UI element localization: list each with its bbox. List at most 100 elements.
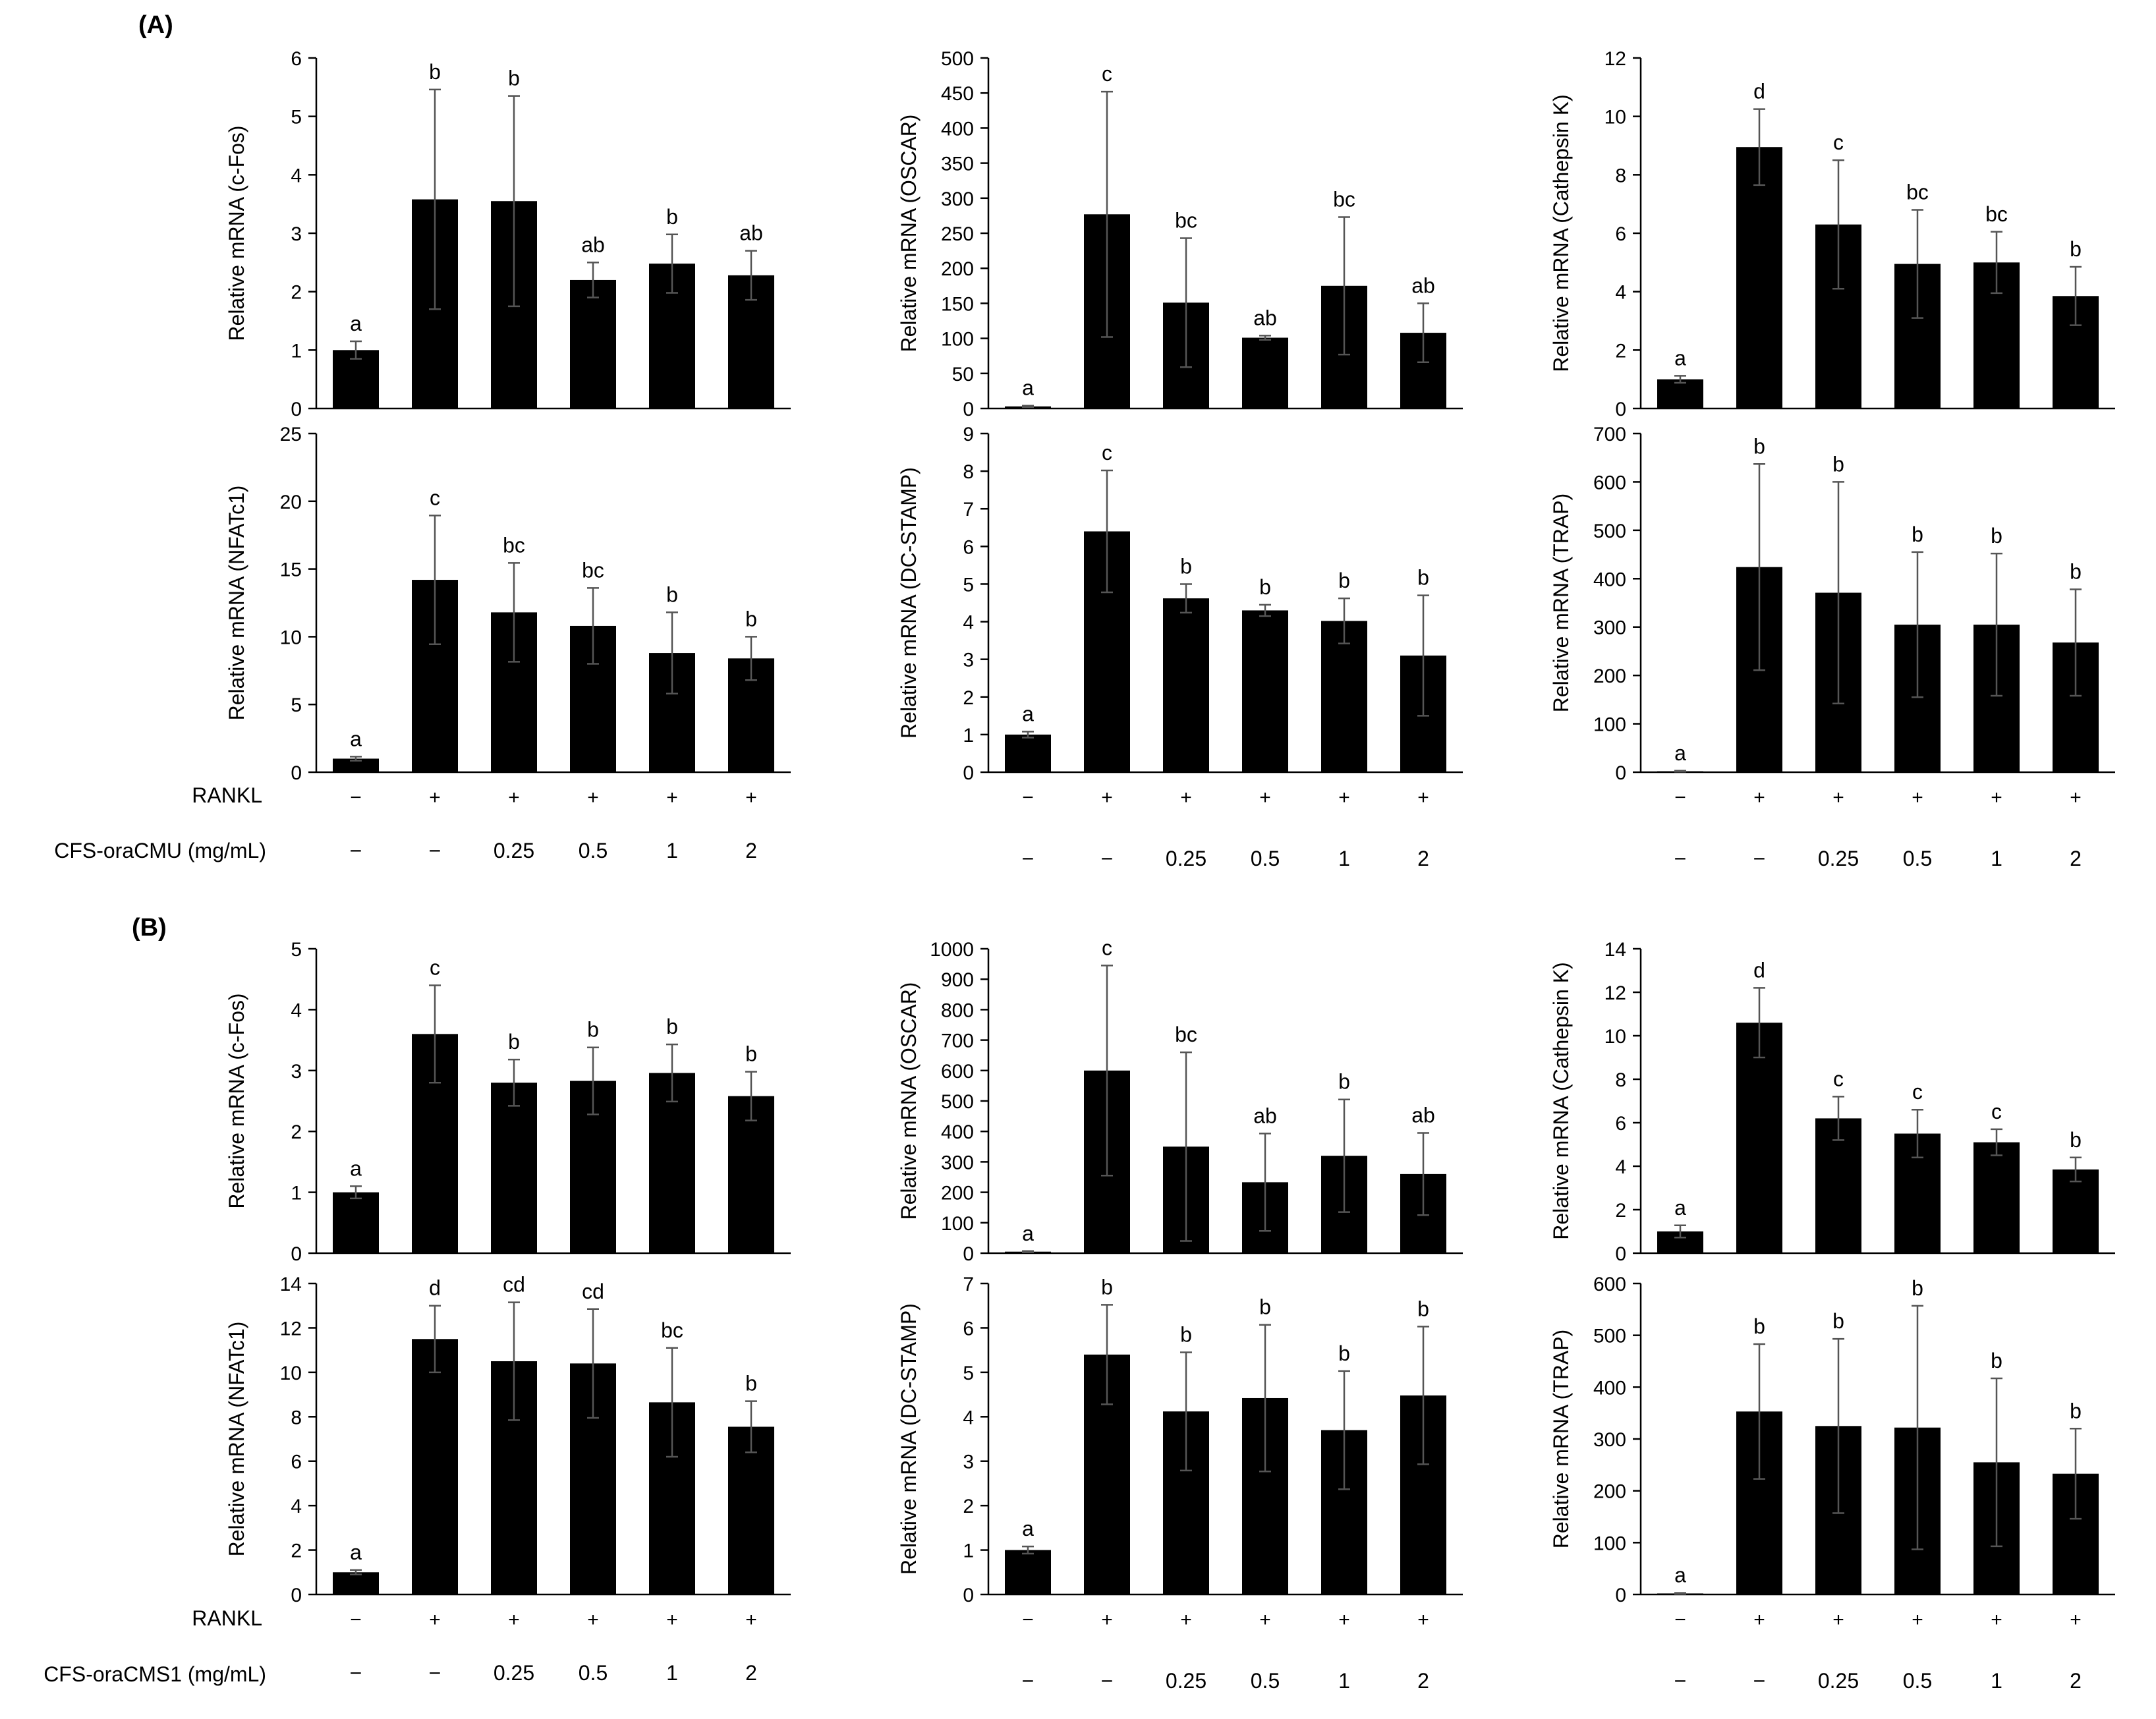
chart-a-2: 0 2 4 6 8 10 12 Relative mRNA (Cathepsin K) a d c b… <box>1549 48 2115 420</box>
significance-letter: c <box>1102 441 1112 465</box>
rankl-sign: + <box>2070 787 2082 808</box>
dose-label: − <box>1022 847 1035 870</box>
chart-b-9: 0 2 4 6 8 10 12 14 Relative mRNA (NFATc1) a d cd cd b… <box>225 1273 791 1606</box>
y-tick-label: 9 <box>963 424 974 445</box>
significance-letter: c <box>1102 62 1112 86</box>
dose-label: 2 <box>2070 1669 2082 1693</box>
dose-label: 2 <box>745 1661 757 1685</box>
y-tick-label: 0 <box>291 762 302 784</box>
rankl-sign: + <box>1180 787 1192 808</box>
significance-letter: b <box>2070 237 2082 261</box>
rankl-sign: − <box>1674 787 1686 808</box>
significance-letter: b <box>1417 566 1429 590</box>
rankl-sign: − <box>1022 1609 1034 1631</box>
significance-letter: a <box>1022 1222 1034 1245</box>
y-tick-label: 700 <box>1593 424 1626 445</box>
y-tick-label: 8 <box>1615 1069 1626 1091</box>
significance-letter: b <box>2070 559 2082 583</box>
y-tick-label: 6 <box>1615 223 1626 245</box>
y-tick-label: 400 <box>1593 1377 1626 1399</box>
significance-letter: b <box>1753 1314 1765 1338</box>
y-tick-label: 4 <box>291 165 302 186</box>
bar <box>1321 621 1367 772</box>
bar <box>1736 147 1782 409</box>
y-axis-title: Relative mRNA (TRAP) <box>1549 1330 1573 1549</box>
significance-letter: b <box>745 1372 757 1395</box>
bar <box>1005 734 1051 772</box>
y-axis-title: Relative mRNA (NFATc1) <box>225 1322 248 1557</box>
bar <box>1163 598 1209 772</box>
dose-label: 1 <box>1338 847 1350 870</box>
y-tick-label: 3 <box>291 1061 302 1083</box>
significance-letter: ab <box>1411 273 1435 297</box>
chart-b-6: 0 1 2 3 4 5 Relative mRNA (c-Fos) a c b b b b <box>225 939 791 1265</box>
treatment-row-label: CFS-oraCMS1 (mg/mL) <box>43 1662 266 1686</box>
y-tick-label: 12 <box>1604 982 1626 1004</box>
significance-letter: c <box>1102 936 1112 959</box>
dose-label: − <box>1101 1669 1114 1693</box>
significance-letter: b <box>1912 522 1923 546</box>
significance-letter: c <box>430 955 440 979</box>
rankl-sign: + <box>1101 1609 1113 1631</box>
significance-letter: a <box>1674 346 1686 370</box>
bar <box>1657 379 1703 409</box>
y-tick-label: 700 <box>941 1030 974 1052</box>
y-tick-label: 10 <box>280 1363 302 1384</box>
y-tick-label: 600 <box>1593 472 1626 493</box>
rankl-sign: − <box>1674 1609 1686 1631</box>
significance-letter: c <box>1912 1080 1923 1104</box>
y-tick-label: 3 <box>963 650 974 671</box>
significance-letter: a <box>350 1540 362 1564</box>
y-tick-label: 1000 <box>930 939 974 961</box>
y-tick-label: 4 <box>963 1407 974 1428</box>
panel-label: (B) <box>132 914 167 942</box>
y-tick-label: 5 <box>963 1363 974 1384</box>
y-tick-label: 3 <box>963 1451 974 1473</box>
y-tick-label: 0 <box>963 1243 974 1265</box>
rankl-sign: − <box>350 1609 362 1631</box>
dose-label: 0.5 <box>1251 1669 1280 1693</box>
dose-label: 1 <box>1338 1669 1350 1693</box>
significance-letter: a <box>1674 741 1686 765</box>
bar <box>1736 1023 1782 1253</box>
y-axis-title: Relative mRNA (c-Fos) <box>225 125 248 341</box>
rankl-sign: + <box>666 1609 678 1631</box>
significance-letter: a <box>1022 376 1034 400</box>
rankl-sign: − <box>350 787 362 808</box>
dose-label: − <box>1753 1669 1766 1693</box>
significance-letter: b <box>1753 434 1765 458</box>
chart-a-5: 0 100 200 300 400 500 600 700 Relative mRNA (TRA… <box>1549 424 2115 784</box>
dose-label: 2 <box>745 839 757 862</box>
y-tick-label: 10 <box>1604 1026 1626 1048</box>
significance-letter: bc <box>1175 208 1197 232</box>
y-tick-label: 6 <box>1615 1113 1626 1135</box>
y-tick-label: 7 <box>963 1274 974 1295</box>
y-tick-label: 20 <box>280 492 302 513</box>
significance-letter: bc <box>503 533 525 557</box>
dose-label: − <box>1674 1669 1687 1693</box>
y-tick-label: 350 <box>941 154 974 175</box>
significance-letter: d <box>1753 80 1765 103</box>
y-tick-label: 5 <box>291 107 302 128</box>
dose-label: 0.5 <box>1903 847 1932 870</box>
dose-label: − <box>429 839 441 862</box>
significance-letter: b <box>745 1042 757 1066</box>
chart-b-8: 0 2 4 6 8 10 12 14 Relative mRNA (Cathepsin K) a d… <box>1549 939 2115 1265</box>
y-tick-label: 2 <box>291 1540 302 1562</box>
dose-label: 0.25 <box>1166 847 1206 870</box>
y-tick-label: 600 <box>941 1061 974 1083</box>
significance-letter: d <box>1753 958 1765 982</box>
chart-a-4: 0 1 2 3 4 5 6 7 8 9 Relative mRNA (DC-STAMP) a c b b b b <box>897 424 1463 784</box>
significance-letter: b <box>666 205 678 229</box>
rankl-sign: + <box>1259 787 1271 808</box>
y-tick-label: 8 <box>291 1407 302 1428</box>
significance-letter: ab <box>1253 1104 1277 1127</box>
y-tick-label: 400 <box>941 1121 974 1143</box>
y-tick-label: 0 <box>1615 762 1626 784</box>
dose-label: 2 <box>1417 1669 1429 1693</box>
dose-label: − <box>1101 847 1114 870</box>
significance-letter: b <box>1991 524 2002 548</box>
rankl-sign: + <box>1417 1609 1429 1631</box>
rankl-sign: + <box>587 1609 599 1631</box>
rankl-sign: + <box>1753 1609 1765 1631</box>
